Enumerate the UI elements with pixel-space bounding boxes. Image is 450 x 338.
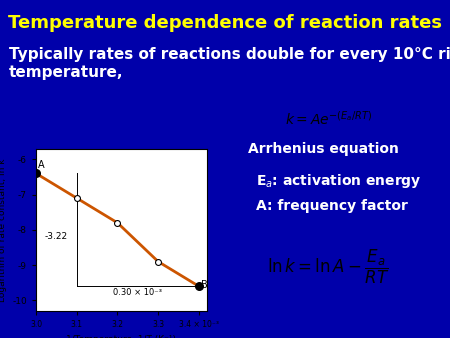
Text: A: frequency factor: A: frequency factor bbox=[256, 199, 409, 213]
Text: $\ln k = \ln A - \dfrac{E_a}{RT}$: $\ln k = \ln A - \dfrac{E_a}{RT}$ bbox=[267, 248, 390, 286]
X-axis label: 1/Temperature, 1/T (K⁻¹): 1/Temperature, 1/T (K⁻¹) bbox=[67, 335, 176, 338]
Text: A: A bbox=[38, 160, 45, 170]
Text: Arrhenius equation: Arrhenius equation bbox=[248, 142, 398, 156]
Text: E$_a$: activation energy: E$_a$: activation energy bbox=[256, 172, 422, 190]
Text: Typically rates of reactions double for every 10°C rise in
temperature,: Typically rates of reactions double for … bbox=[9, 47, 450, 80]
Point bbox=[32, 171, 40, 176]
Point bbox=[195, 284, 203, 289]
Point bbox=[73, 195, 80, 201]
Text: B: B bbox=[201, 280, 207, 290]
Text: -3.22: -3.22 bbox=[45, 232, 68, 241]
Point bbox=[114, 220, 121, 225]
Text: Temperature dependence of reaction rates: Temperature dependence of reaction rates bbox=[8, 14, 442, 31]
Text: $k = Ae^{-(E_a/RT)}$: $k = Ae^{-(E_a/RT)}$ bbox=[285, 110, 372, 127]
Text: 0.30 × 10⁻³: 0.30 × 10⁻³ bbox=[113, 288, 162, 297]
Y-axis label: Logarithm of rate constant, ln k: Logarithm of rate constant, ln k bbox=[0, 158, 7, 301]
Point bbox=[154, 259, 162, 264]
